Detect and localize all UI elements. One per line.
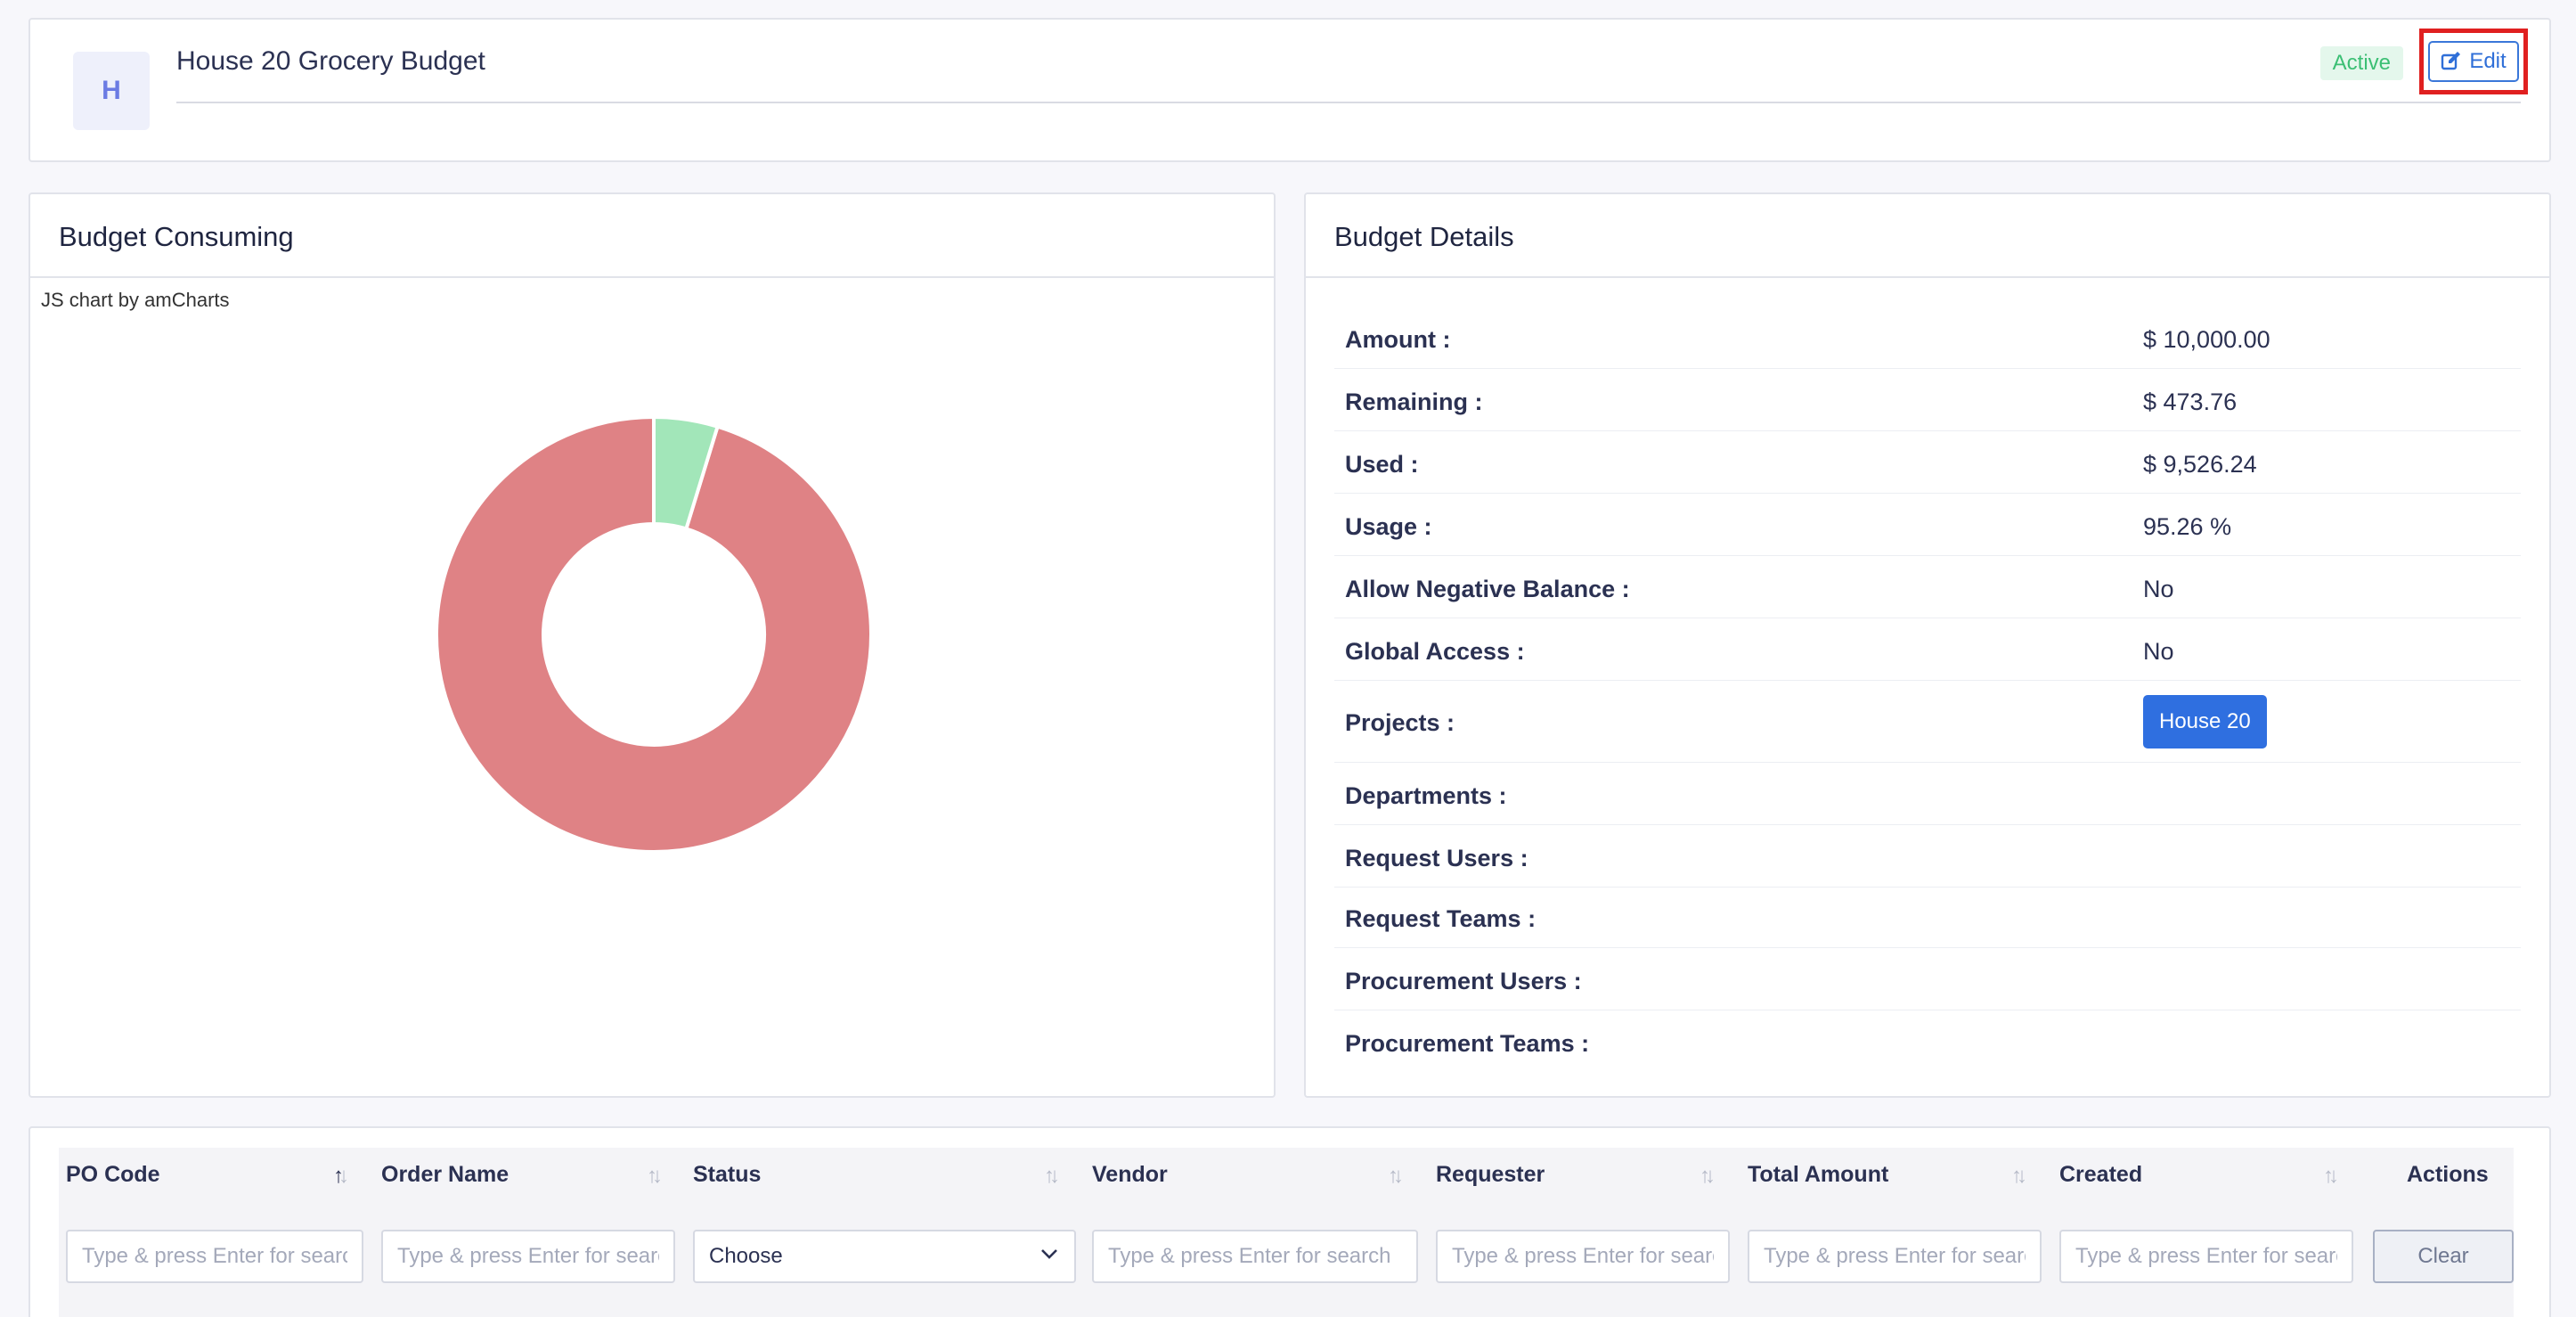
page-title: House 20 Grocery Budget	[176, 46, 485, 76]
detail-row-used: Used : $ 9,526.24	[1334, 431, 2521, 494]
detail-value: No	[2143, 638, 2174, 665]
sort-icon[interactable]: ↑↓	[1388, 1164, 1404, 1188]
edit-button-highlight	[2419, 29, 2528, 94]
filter-input-created[interactable]	[2059, 1230, 2353, 1283]
column-header-actions: Actions	[2407, 1162, 2489, 1187]
detail-label: Remaining :	[1345, 389, 1483, 415]
detail-row-request-teams: Request Teams :	[1334, 886, 2521, 948]
chart-credit-link[interactable]: JS chart by amCharts	[41, 289, 230, 311]
edit-icon	[2441, 52, 2461, 70]
budget-consuming-card: Budget Consuming JS chart by amCharts	[29, 192, 1276, 1098]
detail-row-departments: Departments :	[1334, 763, 2521, 825]
detail-value: 95.26 %	[2143, 513, 2232, 540]
filter-input-requester[interactable]	[1436, 1230, 1730, 1283]
detail-value: $ 10,000.00	[2143, 326, 2270, 353]
status-select-value: Choose	[709, 1244, 783, 1268]
detail-label: Allow Negative Balance :	[1345, 576, 1630, 602]
card-header-divider	[1306, 276, 2549, 278]
budget-details-card: Budget Details Amount : $ 10,000.00 Rema…	[1304, 192, 2551, 1098]
detail-row-global-access: Global Access : No	[1334, 618, 2521, 681]
detail-value: $ 473.76	[2143, 389, 2238, 415]
filter-input-vendor[interactable]	[1092, 1230, 1418, 1283]
column-header-order-name[interactable]: Order Name	[381, 1162, 509, 1187]
title-divider	[176, 102, 2521, 103]
detail-row-request-users: Request Users :	[1334, 825, 2521, 888]
filter-input-total-amount[interactable]	[1748, 1230, 2042, 1283]
detail-row-amount: Amount : $ 10,000.00	[1334, 307, 2521, 369]
detail-value: No	[2143, 576, 2174, 602]
detail-row-remaining: Remaining : $ 473.76	[1334, 369, 2521, 431]
sort-icon[interactable]: ↑↓	[1044, 1164, 1060, 1188]
budget-consuming-title: Budget Consuming	[59, 221, 294, 252]
column-header-created[interactable]: Created	[2059, 1162, 2143, 1187]
sort-icon[interactable]: ↑↓	[647, 1164, 663, 1188]
detail-label: Request Teams :	[1345, 905, 1537, 932]
clear-filters-button[interactable]: Clear	[2373, 1230, 2514, 1283]
filter-input-po-code[interactable]	[66, 1230, 363, 1283]
detail-label: Amount :	[1345, 326, 1451, 353]
detail-label: Used :	[1345, 451, 1419, 478]
detail-value: $ 9,526.24	[2143, 451, 2257, 478]
chevron-down-icon	[1039, 1243, 1060, 1270]
sort-icon[interactable]: ↑↓	[2011, 1164, 2027, 1188]
budget-donut-chart	[435, 414, 873, 854]
detail-row-procurement-teams: Procurement Teams :	[1334, 1010, 2521, 1073]
detail-label: Departments :	[1345, 782, 1507, 809]
detail-label: Projects :	[1345, 709, 1455, 736]
column-header-vendor[interactable]: Vendor	[1092, 1162, 1168, 1187]
detail-row-allow-negative-balance: Allow Negative Balance : No	[1334, 556, 2521, 618]
detail-row-projects: Projects : House 20	[1334, 681, 2521, 763]
column-header-status[interactable]: Status	[693, 1162, 762, 1187]
detail-row-procurement-users: Procurement Users :	[1334, 948, 2521, 1010]
sort-icon[interactable]: ↑↓	[1700, 1164, 1716, 1188]
donut-slice-remaining[interactable]	[652, 414, 721, 531]
sort-icon[interactable]: ↑↓	[2323, 1164, 2339, 1188]
table-header: PO Code ↑↓ Order Name ↑↓ Status ↑↓ Vendo…	[59, 1148, 2514, 1317]
edit-button[interactable]: Edit	[2428, 41, 2519, 82]
column-header-po-code[interactable]: PO Code	[66, 1162, 160, 1187]
donut-slice-used[interactable]	[435, 414, 873, 854]
column-header-total-amount[interactable]: Total Amount	[1748, 1162, 1889, 1187]
budget-header-card: H House 20 Grocery Budget Active Edit	[29, 18, 2551, 162]
detail-label: Procurement Teams :	[1345, 1030, 1590, 1057]
sort-icon[interactable]: ↑↓	[333, 1164, 349, 1188]
edit-button-label: Edit	[2469, 49, 2507, 73]
detail-label: Global Access :	[1345, 638, 1525, 665]
card-header-divider	[30, 276, 1274, 278]
filter-input-order-name[interactable]	[381, 1230, 675, 1283]
detail-label: Usage :	[1345, 513, 1432, 540]
avatar: H	[73, 52, 150, 130]
detail-row-usage: Usage : 95.26 %	[1334, 494, 2521, 556]
detail-label: Procurement Users :	[1345, 968, 1582, 994]
purchase-orders-table-card: PO Code ↑↓ Order Name ↑↓ Status ↑↓ Vendo…	[29, 1126, 2551, 1317]
status-badge: Active	[2319, 46, 2403, 80]
filter-select-status[interactable]: Choose	[693, 1230, 1076, 1283]
column-header-requester[interactable]: Requester	[1436, 1162, 1545, 1187]
detail-label: Request Users :	[1345, 845, 1528, 871]
budget-details-title: Budget Details	[1334, 221, 1514, 252]
project-tag-house-20[interactable]: House 20	[2143, 695, 2267, 748]
